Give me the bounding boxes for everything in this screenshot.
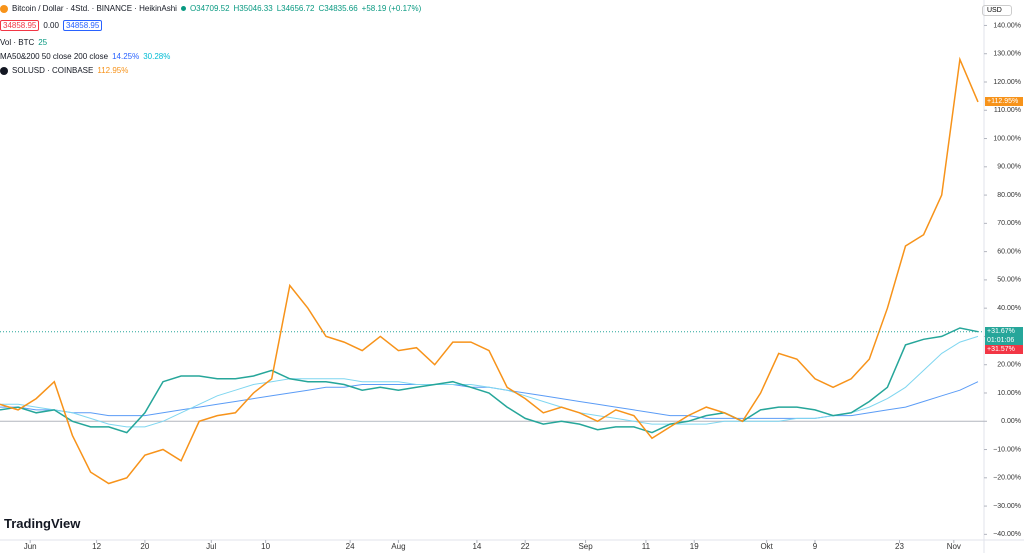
compare-name: SOLUSD · COINBASE bbox=[12, 66, 94, 75]
x-tick-label: 14 bbox=[472, 542, 481, 551]
ohlc: H35046.33 bbox=[233, 4, 273, 13]
x-tick-label: 12 bbox=[92, 542, 101, 551]
x-tick-label: 22 bbox=[521, 542, 530, 551]
symbol-title: Bitcoin / Dollar · 4Std. · BINANCE · Hei… bbox=[12, 4, 177, 13]
ma-legend: MA50&200 50 close 200 close 14.25% 30.28… bbox=[0, 52, 170, 61]
ma50-value: 14.25% bbox=[112, 52, 140, 61]
y-tick-label: 80.00% bbox=[997, 192, 1021, 199]
status-dot bbox=[180, 6, 186, 11]
ohlc: L34656.72 bbox=[276, 4, 315, 13]
ohlc: C34835.66 bbox=[318, 4, 358, 13]
y-tick-label: 130.00% bbox=[993, 51, 1021, 58]
logo: TradingView bbox=[4, 516, 81, 531]
sol-icon bbox=[0, 66, 8, 75]
sell-price[interactable]: 34858.95 bbox=[0, 20, 40, 31]
countdown: 01:01:06 bbox=[985, 335, 1023, 345]
x-tick-label: 10 bbox=[261, 542, 270, 551]
y-tick-label: 120.00% bbox=[993, 79, 1021, 86]
x-tick-label: Sep bbox=[578, 542, 593, 551]
y-tick-label: 100.00% bbox=[993, 135, 1021, 142]
y-tick-label: 20.00% bbox=[997, 362, 1021, 369]
x-tick-label: Jul bbox=[206, 542, 216, 551]
currency-button[interactable]: USD bbox=[982, 5, 1012, 16]
ma-name: MA50&200 50 close 200 close bbox=[0, 52, 109, 61]
y-tick-label: 70.00% bbox=[997, 220, 1021, 227]
y-tick-label: −30.00% bbox=[993, 503, 1021, 510]
y-tick-label: 140.00% bbox=[993, 22, 1021, 29]
y-tick-label: −20.00% bbox=[993, 475, 1021, 482]
y-tick-label: 40.00% bbox=[997, 305, 1021, 312]
y-tick-label: −40.00% bbox=[993, 531, 1021, 538]
buy-price[interactable]: 34858.95 bbox=[62, 20, 103, 31]
ma200-value: 30.28% bbox=[143, 52, 171, 61]
y-tick-label: 10.00% bbox=[997, 390, 1021, 397]
series-line bbox=[0, 327, 979, 434]
x-tick-label: 9 bbox=[813, 542, 818, 551]
x-tick-label: 20 bbox=[140, 542, 149, 551]
prev-price-label: +31.57% bbox=[985, 345, 1023, 354]
x-tick-label: Nov bbox=[947, 542, 961, 551]
compare-value: 112.95% bbox=[97, 66, 129, 75]
y-tick-label: 50.00% bbox=[997, 277, 1021, 284]
last-value-label: +31.67% bbox=[985, 326, 1023, 336]
y-tick-label: 60.00% bbox=[997, 248, 1021, 255]
volume-value: 25 bbox=[38, 38, 48, 47]
y-tick-label: 110.00% bbox=[994, 107, 1021, 114]
spread: 0.00 bbox=[43, 21, 59, 30]
ohlc: +58.19 (+0.17%) bbox=[361, 4, 422, 13]
x-tick-label: Aug bbox=[391, 542, 405, 551]
volume-name: Vol · BTC bbox=[0, 38, 35, 47]
x-tick-label: 23 bbox=[895, 542, 904, 551]
x-tick-label: 24 bbox=[346, 542, 355, 551]
last-value-label: +112.95% bbox=[985, 96, 1023, 106]
volume-legend: Vol · BTC 25 bbox=[0, 38, 47, 47]
y-tick-label: 90.00% bbox=[997, 164, 1021, 171]
x-tick-label: Okt bbox=[760, 542, 773, 551]
price-boxes: 34858.95 0.00 34858.95 bbox=[0, 20, 103, 31]
ohlc: O34709.52 bbox=[189, 4, 230, 13]
x-tick-label: 19 bbox=[690, 542, 699, 551]
y-tick-label: 0.00% bbox=[1001, 418, 1021, 425]
series-line bbox=[0, 56, 979, 485]
x-tick-label: 11 bbox=[642, 542, 651, 551]
series-line bbox=[0, 335, 979, 428]
btc-icon bbox=[0, 4, 8, 13]
compare-legend: SOLUSD · COINBASE 112.95% bbox=[0, 66, 128, 75]
y-tick-label: −10.00% bbox=[993, 446, 1021, 453]
x-tick-label: Jun bbox=[24, 542, 37, 551]
symbol-legend: Bitcoin / Dollar · 4Std. · BINANCE · Hei… bbox=[0, 4, 421, 13]
